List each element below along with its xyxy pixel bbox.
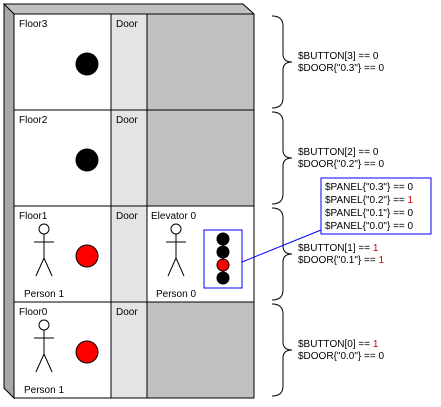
person-figure xyxy=(34,319,54,373)
button-value: $BUTTON[2] == 0 xyxy=(298,147,379,158)
door-area xyxy=(110,109,148,207)
panel-light xyxy=(216,245,230,259)
panel-light xyxy=(216,232,230,246)
call-button xyxy=(75,52,99,76)
floor-label: Floor3 xyxy=(19,19,48,30)
button-value: $BUTTON[0] == 1 xyxy=(298,339,379,350)
floor-floor2: Floor2 Door $BUTTON[2] == 0$DOOR{"0.2"} ==… xyxy=(13,109,384,207)
door-label: Door xyxy=(116,115,138,126)
person-leg-right xyxy=(43,353,53,373)
person-head xyxy=(170,223,182,235)
floor-floor3: Floor3 Door $BUTTON[3] == 0$DOOR{"0.3"} ==… xyxy=(13,13,384,111)
elevator-person-figure xyxy=(166,223,186,277)
door-value: $DOOR{"0.0"} == 0 xyxy=(298,351,384,362)
person-leg-right xyxy=(43,257,53,277)
person-head xyxy=(38,319,50,331)
floor-label: Floor1 xyxy=(19,211,48,222)
panel-value: $PANEL{"0.0"} == 0 xyxy=(325,221,414,232)
panel-callout-leader xyxy=(241,229,322,263)
door-area xyxy=(110,301,148,399)
panel-callout: $PANEL{"0.3"} == 0 $PANEL{"0.2"} == 1 $PAN… xyxy=(241,177,432,263)
panel-value: $PANEL{"0.3"} == 0 xyxy=(325,182,414,193)
elevator-shaft xyxy=(146,301,255,399)
door-label: Door xyxy=(116,19,138,30)
person-leg-left xyxy=(35,257,45,277)
person-leg-left xyxy=(167,257,177,277)
floor-brace xyxy=(271,207,293,301)
floor-label: Floor2 xyxy=(19,115,48,126)
building-left-side xyxy=(3,2,15,400)
door-value: $DOOR{"0.3"} == 0 xyxy=(298,63,384,74)
floor-label: Floor0 xyxy=(19,307,48,318)
door-value: $DOOR{"0.2"} == 0 xyxy=(298,159,384,170)
person-label: Person 1 xyxy=(24,289,64,300)
elevator-person-label: Person 0 xyxy=(156,289,196,300)
person-leg-right xyxy=(175,257,185,277)
call-button xyxy=(75,244,99,268)
person-leg-left xyxy=(35,353,45,373)
call-button xyxy=(75,148,99,172)
panel-value: $PANEL{"0.2"} == 1 xyxy=(325,195,414,206)
elevator-label: Elevator 0 xyxy=(151,211,196,222)
panel-light xyxy=(216,258,230,272)
person-head xyxy=(38,223,50,235)
panel-value: $PANEL{"0.1"} == 0 xyxy=(325,208,414,219)
call-button xyxy=(75,340,99,364)
panel-callout-box xyxy=(320,177,432,235)
person-label: Person 1 xyxy=(24,385,64,396)
door-value: $DOOR{"0.1"} == 1 xyxy=(298,255,384,266)
floor-brace xyxy=(271,303,293,397)
door-label: Door xyxy=(116,307,138,318)
floor-floor0: Floor0 Door Person 1 $BUTTON[0] == 1$DOOR{"… xyxy=(13,301,384,399)
floor-brace xyxy=(271,111,293,205)
button-value: $BUTTON[1] == 1 xyxy=(298,243,379,254)
door-label: Door xyxy=(116,211,138,222)
elevator-shaft xyxy=(146,13,255,111)
panel-light xyxy=(216,271,230,285)
elevator-shaft xyxy=(146,109,255,207)
person-figure xyxy=(34,223,54,277)
button-value: $BUTTON[3] == 0 xyxy=(298,51,379,62)
floor-brace xyxy=(271,15,293,109)
